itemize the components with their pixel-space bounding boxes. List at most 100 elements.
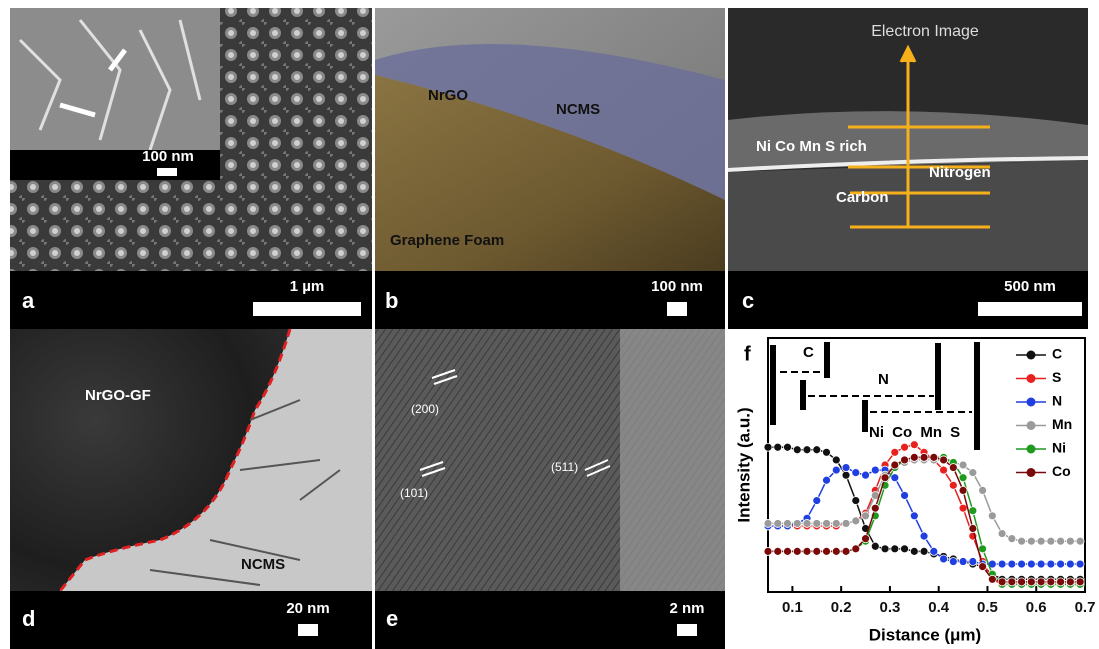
data-point <box>1027 560 1035 568</box>
data-point <box>891 545 899 553</box>
data-point <box>832 519 840 527</box>
annotation: NCMS <box>556 101 600 118</box>
data-point <box>842 464 850 472</box>
data-point <box>1057 578 1065 586</box>
data-point <box>901 443 909 451</box>
data-point <box>852 545 860 553</box>
data-point <box>881 474 889 482</box>
data-point <box>910 441 918 449</box>
data-point <box>813 519 821 527</box>
data-point <box>1037 578 1045 586</box>
data-point <box>784 443 792 451</box>
data-point <box>1027 578 1035 586</box>
data-point <box>910 453 918 461</box>
data-point <box>979 486 987 494</box>
data-point <box>1057 537 1065 545</box>
data-point <box>920 532 928 540</box>
annotation: N <box>878 371 889 388</box>
data-point <box>813 446 821 454</box>
data-point <box>793 519 801 527</box>
data-point <box>764 443 772 451</box>
data-point <box>979 563 987 571</box>
data-point <box>959 558 967 566</box>
panel-label: a <box>22 288 35 313</box>
data-point <box>959 474 967 482</box>
data-point <box>813 547 821 555</box>
annotation: NrGO-GF <box>85 387 151 404</box>
data-point <box>949 464 957 472</box>
data-point <box>1057 560 1065 568</box>
data-point <box>1008 560 1016 568</box>
data-point <box>1018 560 1026 568</box>
data-point <box>1066 578 1074 586</box>
data-point <box>764 519 772 527</box>
data-point <box>813 497 821 505</box>
annotation: C <box>803 344 814 361</box>
data-point <box>969 507 977 515</box>
data-point <box>959 486 967 494</box>
data-point <box>852 497 860 505</box>
legend-marker <box>1027 421 1036 430</box>
data-point <box>1076 537 1084 545</box>
data-point <box>959 504 967 512</box>
annotation: Ni Co Mn S <box>869 424 960 441</box>
series-line <box>768 447 1080 579</box>
data-point <box>1008 578 1016 586</box>
data-point <box>998 530 1006 538</box>
data-point <box>949 558 957 566</box>
data-point <box>940 555 948 563</box>
legend-label: Co <box>1052 463 1071 479</box>
annotation: Graphene Foam <box>390 232 504 249</box>
legend-marker <box>1027 374 1036 383</box>
data-point <box>901 456 909 464</box>
annotation: NCMS <box>241 556 285 573</box>
data-point <box>842 547 850 555</box>
chart: f Intensity (a.u.) Distance (μm) C N Ni … <box>734 338 1095 644</box>
annotation: (101) <box>400 486 428 500</box>
data-point <box>1047 578 1055 586</box>
data-point <box>764 547 772 555</box>
data-point <box>862 512 870 520</box>
data-point <box>910 547 918 555</box>
data-point <box>832 547 840 555</box>
annotation: Ni Co Mn S rich <box>756 138 867 155</box>
data-point <box>910 512 918 520</box>
data-point <box>862 535 870 543</box>
data-point <box>940 466 948 474</box>
data-point <box>1047 560 1055 568</box>
data-point <box>823 476 831 484</box>
data-point <box>901 545 909 553</box>
scale-label: 500 nm <box>1004 278 1056 295</box>
legend-label: Mn <box>1052 416 1072 432</box>
data-point <box>998 578 1006 586</box>
y-axis-label: Intensity (a.u.) <box>734 407 753 522</box>
x-tick-label: 0.7 <box>1075 599 1096 616</box>
data-point <box>823 519 831 527</box>
x-axis-label: Distance (μm) <box>869 625 981 644</box>
data-point <box>988 512 996 520</box>
legend-label: S <box>1052 369 1061 385</box>
data-point <box>1037 537 1045 545</box>
scale-label: 100 nm <box>651 278 703 295</box>
data-point <box>803 519 811 527</box>
data-point <box>1066 537 1074 545</box>
data-point <box>1037 560 1045 568</box>
x-tick-label: 0.3 <box>879 599 900 616</box>
scale-label: 2 nm <box>669 600 704 617</box>
data-point <box>1076 560 1084 568</box>
data-point <box>1027 537 1035 545</box>
data-point <box>920 453 928 461</box>
annotation: (511) <box>551 460 578 474</box>
data-point <box>832 466 840 474</box>
data-point <box>930 453 938 461</box>
data-point <box>842 519 850 527</box>
annotation: (200) <box>411 402 439 416</box>
figure: 100 nm a 1 µm NrGO NCMS Graphene Foam b … <box>0 0 1099 649</box>
data-point <box>1047 537 1055 545</box>
legend-marker <box>1027 468 1036 477</box>
data-point <box>1066 560 1074 568</box>
legend-marker <box>1027 398 1036 407</box>
data-point <box>871 542 879 550</box>
data-point <box>1008 535 1016 543</box>
legend-label: N <box>1052 393 1062 409</box>
